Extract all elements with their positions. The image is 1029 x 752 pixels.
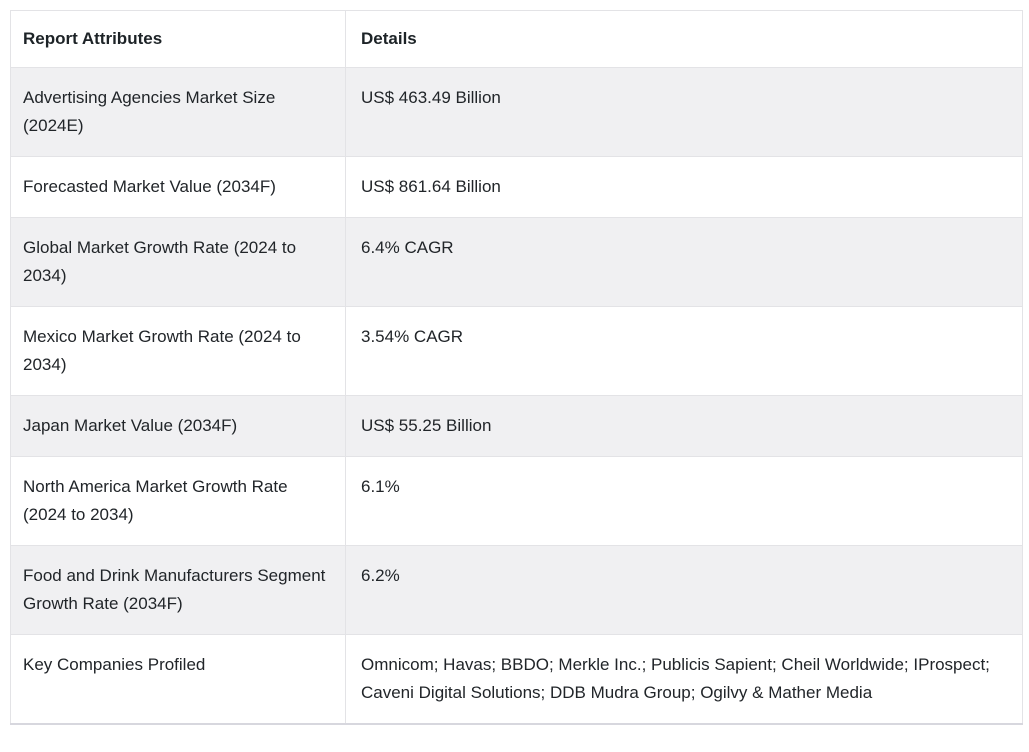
detail-cell: US$ 55.25 Billion xyxy=(345,395,1023,457)
table-row: Forecasted Market Value (2034F) US$ 861.6… xyxy=(10,156,1023,218)
detail-cell: US$ 463.49 Billion xyxy=(345,67,1023,157)
table-row: Global Market Growth Rate (2024 to 2034)… xyxy=(10,217,1023,307)
attribute-cell: Advertising Agencies Market Size (2024E) xyxy=(10,67,346,157)
attribute-cell: Japan Market Value (2034F) xyxy=(10,395,346,457)
table-row: North America Market Growth Rate (2024 t… xyxy=(10,456,1023,546)
detail-cell: 6.4% CAGR xyxy=(345,217,1023,307)
attribute-cell: Global Market Growth Rate (2024 to 2034) xyxy=(10,217,346,307)
table-row: Advertising Agencies Market Size (2024E)… xyxy=(10,67,1023,157)
table-row: Japan Market Value (2034F) US$ 55.25 Bill… xyxy=(10,395,1023,457)
column-header-report-attributes: Report Attributes xyxy=(10,10,346,68)
detail-cell: 6.1% xyxy=(345,456,1023,546)
detail-cell: 6.2% xyxy=(345,545,1023,635)
detail-cell: US$ 861.64 Billion xyxy=(345,156,1023,218)
report-attributes-table: Report Attributes Details Advertising Ag… xyxy=(10,10,1023,725)
attribute-cell: Key Companies Profiled xyxy=(10,634,346,725)
detail-cell: 3.54% CAGR xyxy=(345,306,1023,396)
table-row: Key Companies Profiled Omnicom; Havas; BB… xyxy=(10,634,1023,725)
detail-cell: Omnicom; Havas; BBDO; Merkle Inc.; Publi… xyxy=(345,634,1023,725)
attribute-cell: Forecasted Market Value (2034F) xyxy=(10,156,346,218)
column-header-details: Details xyxy=(345,10,1023,68)
table-header-row: Report Attributes Details xyxy=(10,10,1023,68)
table-row: Food and Drink Manufacturers Segment Gro… xyxy=(10,545,1023,635)
attribute-cell: Food and Drink Manufacturers Segment Gro… xyxy=(10,545,346,635)
table-row: Mexico Market Growth Rate (2024 to 2034)… xyxy=(10,306,1023,396)
attribute-cell: North America Market Growth Rate (2024 t… xyxy=(10,456,346,546)
attribute-cell: Mexico Market Growth Rate (2024 to 2034) xyxy=(10,306,346,396)
